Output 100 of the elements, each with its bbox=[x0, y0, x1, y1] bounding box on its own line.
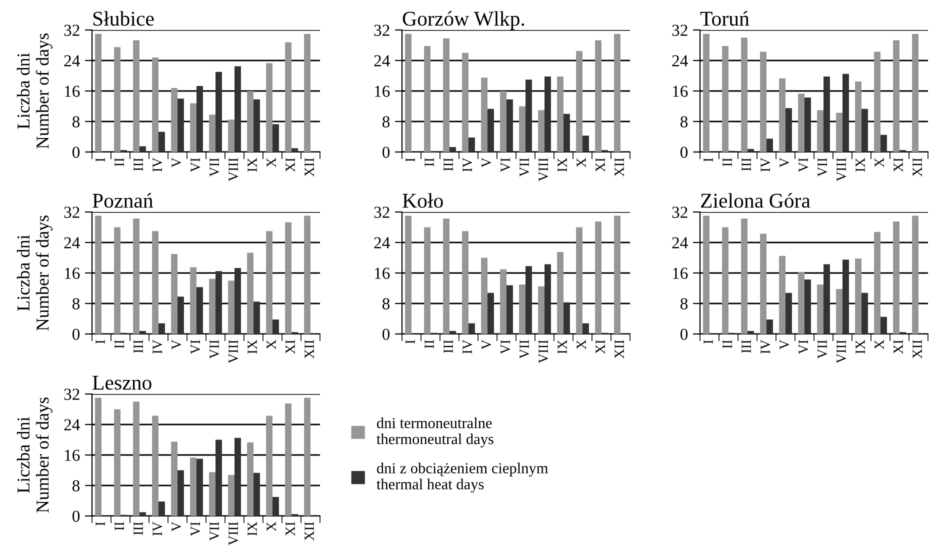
bar bbox=[798, 272, 804, 334]
bar bbox=[443, 218, 450, 334]
x-tick-label: XI bbox=[596, 340, 605, 354]
bar bbox=[817, 284, 824, 334]
bar bbox=[450, 147, 456, 152]
x-tick-label: I bbox=[406, 340, 415, 344]
x-tick-label: I bbox=[96, 522, 105, 526]
x-tick-label: VII bbox=[818, 340, 828, 359]
x-tick-label: X bbox=[266, 158, 276, 168]
bar bbox=[760, 234, 766, 334]
x-tick-label: X bbox=[576, 340, 586, 350]
bar bbox=[158, 502, 165, 516]
x-tick-label: V bbox=[780, 158, 790, 168]
y-tick-label: 32 bbox=[374, 206, 390, 218]
x-tick-label: I bbox=[96, 340, 105, 344]
bar bbox=[576, 50, 582, 152]
y-tick-label: 32 bbox=[64, 388, 80, 400]
x-tick-label: XI bbox=[286, 158, 295, 172]
x-tick-label: XI bbox=[894, 340, 903, 354]
x-tick-label: IX bbox=[248, 158, 257, 172]
bar bbox=[216, 72, 222, 152]
bar bbox=[842, 74, 849, 152]
y-tick-label: 8 bbox=[382, 116, 390, 128]
y-tick-label: 16 bbox=[672, 268, 688, 279]
x-tick-label: II bbox=[424, 158, 434, 166]
x-tick-label: IX bbox=[856, 158, 865, 172]
bar bbox=[880, 134, 887, 152]
y-tick-label: 16 bbox=[64, 450, 80, 461]
bar bbox=[152, 231, 158, 334]
x-tick-label: VII bbox=[818, 158, 828, 177]
bar bbox=[748, 330, 754, 334]
bar bbox=[196, 287, 203, 334]
bar bbox=[893, 40, 900, 152]
bar bbox=[748, 148, 754, 152]
y-tick-label: 16 bbox=[374, 86, 390, 97]
y-tick-label: 0 bbox=[72, 328, 80, 340]
x-tick-label: X bbox=[874, 340, 884, 350]
bar bbox=[292, 148, 298, 152]
bar bbox=[836, 112, 842, 152]
x-tick-label: III bbox=[134, 340, 143, 353]
bar bbox=[216, 271, 222, 334]
x-tick-label: II bbox=[114, 340, 124, 348]
bar bbox=[209, 472, 216, 516]
bar bbox=[880, 316, 887, 334]
y-tick-label: 0 bbox=[382, 146, 390, 158]
bar bbox=[272, 496, 279, 516]
bar bbox=[766, 138, 773, 152]
x-tick-label: XI bbox=[894, 158, 903, 172]
x-tick-label: IV bbox=[152, 340, 162, 354]
bar bbox=[114, 409, 120, 516]
bar bbox=[874, 52, 880, 152]
bar bbox=[741, 218, 748, 334]
bar bbox=[247, 442, 254, 516]
bar bbox=[766, 320, 773, 334]
x-tick-label: IX bbox=[558, 158, 567, 172]
y-tick-label: 24 bbox=[374, 237, 390, 248]
bar bbox=[247, 91, 254, 152]
bar bbox=[481, 78, 488, 152]
x-tick-label: VIII bbox=[836, 158, 846, 182]
x-tick-label: I bbox=[704, 158, 713, 162]
bar bbox=[564, 302, 570, 334]
bar bbox=[582, 136, 589, 152]
bar bbox=[196, 458, 203, 516]
y-tick-label: 32 bbox=[374, 24, 390, 36]
bar bbox=[158, 132, 165, 152]
bar bbox=[140, 330, 146, 334]
y-tick-label: 8 bbox=[72, 116, 80, 128]
bar bbox=[519, 106, 526, 152]
bar bbox=[804, 97, 811, 152]
bar bbox=[538, 110, 544, 152]
bar bbox=[760, 52, 766, 152]
x-tick-label: V bbox=[780, 340, 790, 350]
y-tick-label: 24 bbox=[672, 55, 688, 66]
bar bbox=[266, 416, 272, 516]
bar bbox=[862, 108, 868, 152]
x-tick-label: X bbox=[266, 522, 276, 532]
x-tick-label: V bbox=[172, 158, 182, 168]
x-tick-label: VIII bbox=[538, 340, 548, 364]
x-tick-label: XII bbox=[912, 158, 922, 177]
bar bbox=[171, 254, 178, 334]
y-axis-title: Liczba dni Number of days bbox=[16, 33, 52, 149]
bar bbox=[912, 34, 918, 152]
bar bbox=[254, 99, 260, 152]
bar bbox=[304, 216, 310, 334]
y-tick-label: 0 bbox=[72, 510, 80, 522]
bar bbox=[722, 46, 728, 152]
bar bbox=[703, 34, 710, 152]
bar bbox=[234, 438, 241, 516]
bar bbox=[824, 264, 830, 334]
bar bbox=[564, 114, 570, 152]
bar bbox=[272, 124, 279, 152]
y-tick-label: 32 bbox=[672, 206, 688, 218]
x-tick-label: IX bbox=[856, 340, 865, 354]
bar bbox=[114, 227, 120, 334]
y-tick-label: 24 bbox=[64, 55, 80, 66]
y-tick-label: 32 bbox=[672, 24, 688, 36]
bar bbox=[152, 57, 158, 152]
y-tick-label: 24 bbox=[64, 419, 80, 430]
y-tick-label: 16 bbox=[374, 268, 390, 279]
x-tick-label: VIII bbox=[228, 340, 238, 364]
